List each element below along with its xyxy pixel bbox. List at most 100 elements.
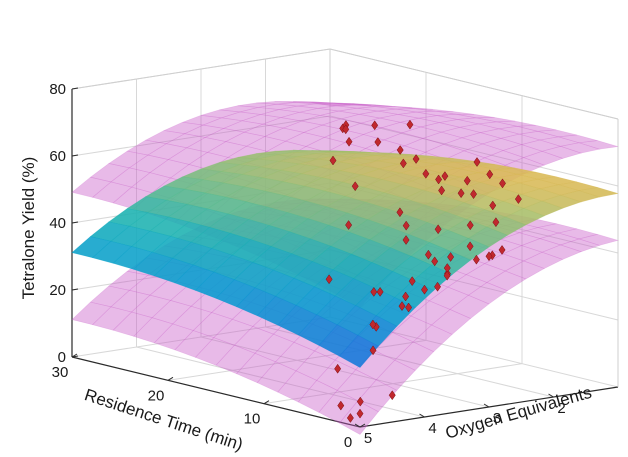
data-point bbox=[463, 175, 471, 186]
data-point bbox=[369, 319, 377, 330]
upper-confidence-surface bbox=[502, 144, 544, 158]
floor-grid-line bbox=[200, 336, 490, 408]
upper-confidence-surface bbox=[222, 120, 264, 133]
upper-confidence-surface bbox=[163, 121, 205, 135]
data-point bbox=[345, 136, 353, 147]
upper-confidence-surface bbox=[362, 127, 404, 141]
y-tick-mark bbox=[548, 393, 554, 398]
data-point bbox=[447, 252, 455, 262]
upper-confidence-surface bbox=[463, 143, 505, 159]
lower-confidence-surface bbox=[172, 305, 213, 331]
upper-confidence-surface bbox=[519, 131, 559, 141]
lower-confidence-surface bbox=[522, 251, 564, 269]
upper-confidence-surface bbox=[522, 150, 564, 166]
upper-confidence-surface bbox=[221, 111, 261, 122]
upper-confidence-surface bbox=[91, 181, 133, 204]
data-point bbox=[434, 281, 442, 292]
upper-confidence-surface bbox=[455, 113, 495, 119]
z-axis-title: Tetralone Yield (%) bbox=[19, 157, 38, 300]
upper-confidence-surface bbox=[276, 102, 316, 107]
data-point bbox=[342, 124, 350, 135]
data-point bbox=[406, 119, 414, 130]
upper-confidence-surface bbox=[418, 115, 458, 123]
lower-confidence-surface bbox=[215, 344, 256, 375]
upper-confidence-surface bbox=[340, 114, 380, 124]
data-point bbox=[499, 178, 506, 189]
data-point bbox=[405, 302, 413, 313]
lower-confidence-surface bbox=[541, 244, 582, 260]
data-point bbox=[412, 154, 420, 164]
x-tick-label: 30 bbox=[52, 364, 69, 381]
upper-confidence-surface bbox=[302, 124, 344, 138]
y-tick-mark bbox=[419, 413, 425, 418]
lower-confidence-surface bbox=[375, 359, 416, 391]
upper-confidence-surface bbox=[108, 150, 149, 169]
upper-confidence-surface bbox=[295, 101, 335, 105]
upper-confidence-surface bbox=[200, 109, 241, 119]
data-point bbox=[473, 157, 481, 167]
upper-confidence-surface bbox=[183, 124, 225, 138]
data-point bbox=[402, 235, 410, 245]
upper-confidence-surface bbox=[416, 110, 456, 116]
upper-confidence-surface bbox=[356, 106, 397, 112]
lower-confidence-surface bbox=[357, 379, 398, 413]
data-point bbox=[396, 145, 404, 155]
upper-confidence-surface bbox=[481, 138, 523, 151]
data-point bbox=[356, 396, 364, 407]
upper-confidence-surface bbox=[498, 126, 538, 135]
upper-confidence-surface bbox=[237, 102, 277, 108]
data-point bbox=[388, 390, 396, 401]
data-point bbox=[408, 276, 416, 287]
upper-confidence-surface bbox=[278, 105, 319, 113]
upper-confidence-surface bbox=[336, 104, 376, 109]
data-point bbox=[514, 194, 522, 205]
z-tick-mark bbox=[71, 87, 79, 90]
y-tick-label: 4 bbox=[428, 420, 436, 437]
data-point bbox=[421, 284, 428, 295]
lower-confidence-surface bbox=[297, 379, 338, 413]
x-tick-label: 10 bbox=[244, 411, 261, 428]
lower-confidence-surface bbox=[447, 274, 488, 296]
x-tick-mark bbox=[359, 423, 366, 428]
upper-confidence-surface bbox=[261, 117, 303, 129]
lower-confidence-surface bbox=[130, 294, 172, 319]
lower-confidence-surface bbox=[192, 312, 233, 338]
x-tick-label: 20 bbox=[148, 387, 165, 404]
y-tick-label: 3 bbox=[493, 410, 501, 427]
z-tick-mark bbox=[71, 154, 79, 157]
upper-confidence-surface bbox=[281, 111, 321, 122]
lower-confidence-surface bbox=[151, 300, 192, 325]
x-tick-mark bbox=[167, 376, 174, 381]
data-point bbox=[351, 181, 359, 192]
upper-confidence-surface bbox=[440, 127, 482, 139]
lower-confidence-surface bbox=[486, 270, 527, 292]
upper-confidence-surface bbox=[110, 167, 151, 188]
lower-confidence-surface bbox=[410, 300, 451, 326]
upper-confidence-surface bbox=[274, 101, 314, 103]
lower-confidence-surface bbox=[502, 245, 543, 262]
lower-confidence-surface bbox=[467, 282, 509, 305]
upper-confidence-surface bbox=[282, 120, 324, 133]
upper-confidence-surface bbox=[245, 136, 287, 152]
upper-confidence-surface bbox=[165, 133, 207, 149]
x-tick-label: 0 bbox=[344, 434, 352, 451]
data-point bbox=[402, 291, 410, 302]
upper-confidence-surface bbox=[457, 117, 497, 125]
upper-confidence-surface bbox=[320, 110, 360, 120]
upper-confidence-surface bbox=[144, 130, 186, 145]
lower-confidence-surface bbox=[465, 263, 506, 283]
upper-confidence-surface bbox=[258, 103, 298, 110]
upper-confidence-surface bbox=[539, 136, 580, 147]
upper-confidence-surface bbox=[559, 142, 601, 154]
data-point bbox=[486, 169, 494, 180]
lower-confidence-surface bbox=[174, 330, 215, 358]
upper-confidence-surface bbox=[301, 115, 341, 126]
upper-confidence-surface bbox=[437, 113, 477, 120]
z-tick-label: 20 bbox=[49, 282, 66, 299]
upper-confidence-surface bbox=[480, 128, 520, 139]
lower-confidence-surface bbox=[483, 253, 525, 272]
data-point bbox=[438, 185, 446, 196]
data-point bbox=[472, 254, 480, 265]
data-point bbox=[489, 200, 497, 211]
